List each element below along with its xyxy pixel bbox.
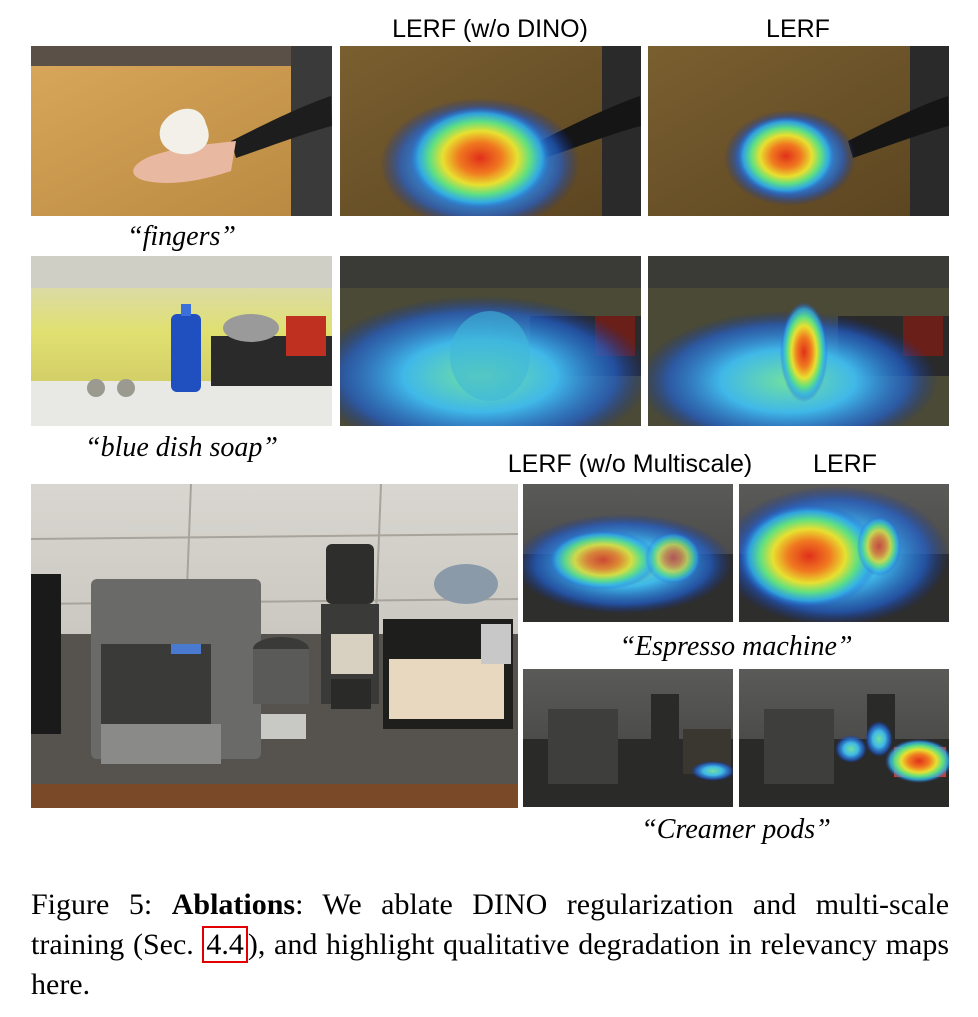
query-espresso-machine: “Espresso machine” [619,631,853,662]
espresso-machine-relevancy-lerf [739,484,949,622]
section-reference-link[interactable]: 4.4 [202,926,248,963]
espresso-counter-rgb-image [31,484,518,808]
column-header-lerf-multiscale: LERF [813,450,877,478]
query-creamer-pods: “Creamer pods” [641,814,831,845]
fingers-relevancy-lerf [648,46,949,216]
espresso-machine-relevancy-without-multiscale [523,484,733,622]
fingers-rgb-image [31,46,332,216]
column-header-lerf-without-dino: LERF (w/o DINO) [392,15,588,43]
creamer-pods-relevancy-without-multiscale [523,669,733,807]
caption-text-before-ref: : We ablate DINO regularization and mult… [31,888,950,961]
caption-text-after-ref: ), and highlight qualitative degradation… [31,928,949,1001]
column-header-lerf: LERF [766,15,830,43]
query-blue-dish-soap: “blue dish soap” [85,432,278,463]
dish-soap-rgb-image [31,256,332,426]
column-header-lerf-without-multiscale: LERF (w/o Multiscale) [507,450,753,478]
caption-bold-title: Ablations [171,888,296,921]
figure-caption: Figure 5: Ablations: We ablate DINO regu… [31,885,949,1005]
figure-label: Figure 5: [31,888,153,921]
creamer-pods-relevancy-lerf [739,669,949,807]
dish-soap-relevancy-without-dino [340,256,641,426]
dish-soap-relevancy-lerf [648,256,949,426]
fingers-relevancy-without-dino [340,46,641,216]
query-fingers: “fingers” [127,221,236,252]
